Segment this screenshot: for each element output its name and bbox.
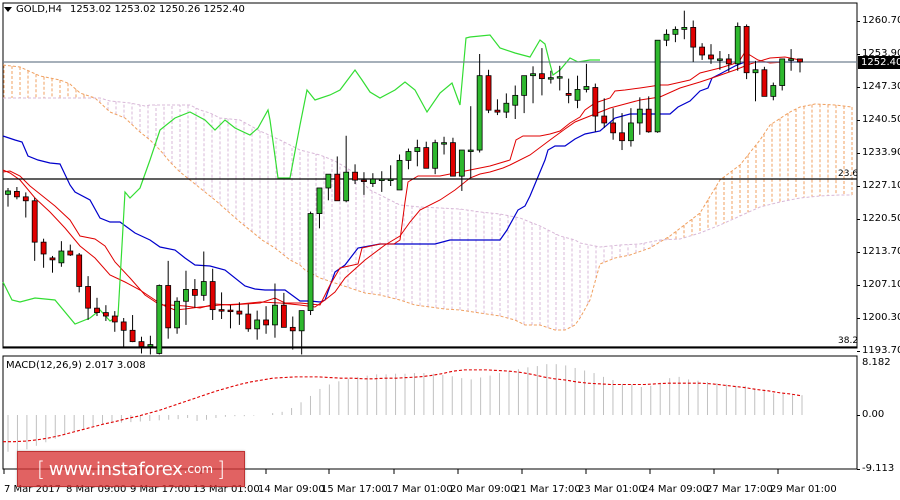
time-tick-label: 20 Mar 09:00 [450,484,517,495]
time-tick-label: 24 Mar 09:00 [642,484,709,495]
price-tick-label: 1227.10 [856,180,900,192]
chart-title: GOLD,H4 1253.02 1253.02 1250.26 1252.40 [4,4,245,15]
time-tick-label: 29 Mar 01:00 [770,484,837,495]
candlesticks [5,10,803,355]
watermark-bracket-open: [ [37,457,45,481]
watermark-suffix: .com [183,462,214,476]
ohlc-values: 1253.02 1253.02 1250.26 1252.40 [69,4,245,15]
price-tick-label: 1220.50 [856,213,900,225]
price-tick-label: 1193.70 [856,345,900,357]
macd-tick-label: 0.00 [856,409,885,420]
price-tick-label: 1253.90 [856,48,900,60]
time-tick-label: 27 Mar 17:00 [706,484,773,495]
macd-label: MACD(12,26,9) 2.017 3.008 [6,360,146,371]
time-tick-label: 14 Mar 09:00 [258,484,325,495]
macd-indicator [3,364,803,452]
price-tick-label: 1260.70 [856,15,900,27]
current-price-tag: 1252.40 [858,56,900,69]
fib-level-38-2: 38.2 [838,336,859,346]
time-tick-label: 13 Mar 01:00 [193,484,260,495]
price-tick-label: 1240.50 [856,114,900,126]
collapse-triangle-icon[interactable] [4,7,12,12]
price-tick-label: 1233.90 [856,147,900,159]
watermark-instaforex: [ www.instaforex .com ] [17,451,245,487]
ichimoku-lines [2,34,801,325]
macd-tick-label: -9.113 [856,463,895,474]
price-tick-label: 1247.30 [856,81,900,93]
time-tick-label: 21 Mar 17:00 [514,484,581,495]
time-tick-label: 15 Mar 17:00 [321,484,388,495]
time-tick-label: 7 Mar 2017 [4,484,62,495]
time-tick-label: 8 Mar 09:00 [66,484,127,495]
price-tick-label: 1200.30 [856,312,900,324]
watermark-text: www.instaforex [48,458,183,480]
ichimoku-cloud [2,64,853,331]
macd-pane[interactable] [2,355,858,470]
price-tick-label: 1207.10 [856,279,900,291]
price-tick-label: 1213.70 [856,246,900,258]
horizontal-levels [3,61,857,348]
fib-level-23-6: 23.6 [838,169,859,179]
macd-tick-label: 8.182 [862,357,891,368]
symbol-label: GOLD,H4 [16,4,62,15]
time-tick-label: 9 Mar 17:00 [130,484,191,495]
watermark-bracket-close: ] [217,457,225,481]
time-tick-label: 17 Mar 01:00 [386,484,453,495]
time-tick-label: 23 Mar 01:00 [578,484,645,495]
